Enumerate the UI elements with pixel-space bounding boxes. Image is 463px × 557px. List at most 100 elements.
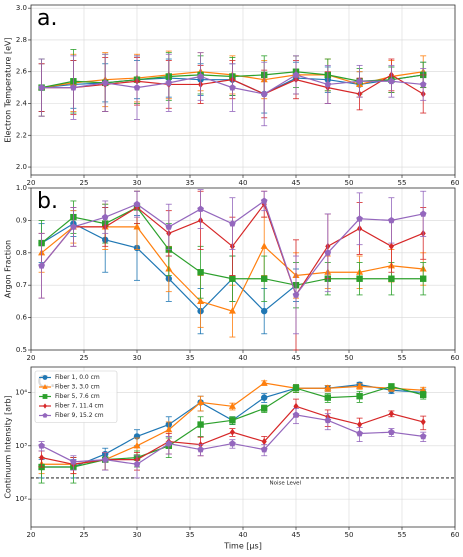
marker <box>356 393 363 400</box>
axes-frame <box>30 187 456 351</box>
marker <box>356 77 363 85</box>
marker <box>228 402 236 409</box>
marker <box>165 79 173 86</box>
x-tick-label: 40 <box>239 179 248 187</box>
marker <box>101 213 109 221</box>
marker <box>39 454 45 462</box>
legend-label: Fiber 3, 3.0 cm <box>55 384 100 391</box>
legend-marker <box>42 394 48 399</box>
x-tick-label: 20 <box>27 354 36 362</box>
legend-label: Fiber 7, 11.4 cm <box>55 403 104 410</box>
x-tick-label: 25 <box>80 531 89 539</box>
marker <box>261 405 268 412</box>
marker <box>324 394 331 401</box>
marker <box>70 84 77 91</box>
x-tick-label: 30 <box>133 354 142 362</box>
marker <box>388 242 394 250</box>
marker <box>388 275 395 282</box>
y-tick-label: 0.5 <box>16 346 27 354</box>
marker <box>388 410 394 418</box>
x-axis-label: Time [μs] <box>223 542 262 551</box>
reference-label: Noise Level <box>270 480 302 486</box>
y-axis-label: Continuum Intensity [arb] <box>4 395 13 498</box>
marker <box>420 418 426 426</box>
legend-label: Fiber 1, 0.0 cm <box>55 374 100 381</box>
x-tick-label: 20 <box>27 531 36 539</box>
marker <box>292 71 300 78</box>
axes-frame <box>30 4 456 176</box>
panel-label: a. <box>37 6 57 31</box>
marker <box>260 379 268 386</box>
marker <box>419 432 427 440</box>
marker <box>419 210 427 217</box>
marker <box>260 242 268 249</box>
y-tick-label: 2.0 <box>16 163 27 171</box>
marker <box>388 216 395 224</box>
x-tick-label: 25 <box>80 179 89 187</box>
marker <box>133 84 141 91</box>
panel-label: b. <box>37 189 58 214</box>
marker <box>165 425 173 433</box>
marker <box>133 200 141 208</box>
marker <box>133 460 141 468</box>
x-tick-label: 25 <box>80 354 89 362</box>
x-tick-label: 45 <box>292 179 301 187</box>
marker <box>229 417 236 424</box>
x-tick-label: 55 <box>398 179 407 187</box>
x-tick-label: 50 <box>345 531 354 539</box>
legend-marker <box>42 412 48 418</box>
marker <box>324 384 332 391</box>
x-tick-label: 35 <box>186 531 195 539</box>
y-tick-label: 10² <box>15 495 27 503</box>
marker <box>261 438 267 446</box>
marker <box>133 441 141 449</box>
marker <box>197 72 204 80</box>
x-tick-label: 50 <box>345 179 354 187</box>
legend: Fiber 1, 0.0 cm Fiber 3, 3.0 cm Fiber 5, 7… <box>34 370 118 423</box>
marker <box>356 429 363 437</box>
marker <box>419 80 427 88</box>
marker <box>38 84 45 91</box>
x-tick-label: 55 <box>398 354 407 362</box>
y-tick-label: 0.6 <box>16 314 28 322</box>
y-tick-label: 10⁴ <box>15 388 27 396</box>
marker <box>133 223 141 230</box>
marker <box>38 262 45 269</box>
y-tick-label: 10³ <box>15 442 27 450</box>
marker <box>70 458 77 465</box>
marker <box>228 307 236 314</box>
marker <box>356 382 364 389</box>
x-tick-label: 45 <box>292 354 301 362</box>
y-tick-label: 3.0 <box>16 4 27 12</box>
marker <box>420 391 427 399</box>
y-tick-label: 2.8 <box>16 36 27 44</box>
y-tick-label: 2.2 <box>16 131 27 139</box>
x-tick-label: 45 <box>292 531 301 539</box>
marker <box>292 291 300 298</box>
x-tick-label: 60 <box>451 531 460 539</box>
marker <box>38 442 45 449</box>
legend-box <box>34 370 118 423</box>
x-tick-label: 30 <box>133 531 142 539</box>
x-tick-label: 55 <box>398 531 407 539</box>
y-tick-label: 2.6 <box>16 68 28 76</box>
marker <box>261 275 268 282</box>
marker <box>261 394 268 401</box>
marker <box>101 79 109 86</box>
x-tick-label: 50 <box>345 354 354 362</box>
x-tick-label: 35 <box>186 354 195 362</box>
x-tick-label: 35 <box>186 179 195 187</box>
y-tick-label: 0.7 <box>16 281 27 289</box>
axes-frame <box>30 366 456 528</box>
y-tick-label: 0.8 <box>16 249 27 257</box>
x-tick-label: 60 <box>451 354 460 362</box>
y-axis-label: Electron Temperature [eV] <box>4 37 13 142</box>
y-tick-label: 2.4 <box>16 100 28 108</box>
marker <box>420 275 427 282</box>
marker <box>388 428 395 436</box>
marker <box>388 77 395 85</box>
marker <box>324 249 332 256</box>
legend-label: Fiber 9, 15.2 cm <box>55 412 104 419</box>
y-axis-label: Argon Fraction <box>4 240 13 298</box>
